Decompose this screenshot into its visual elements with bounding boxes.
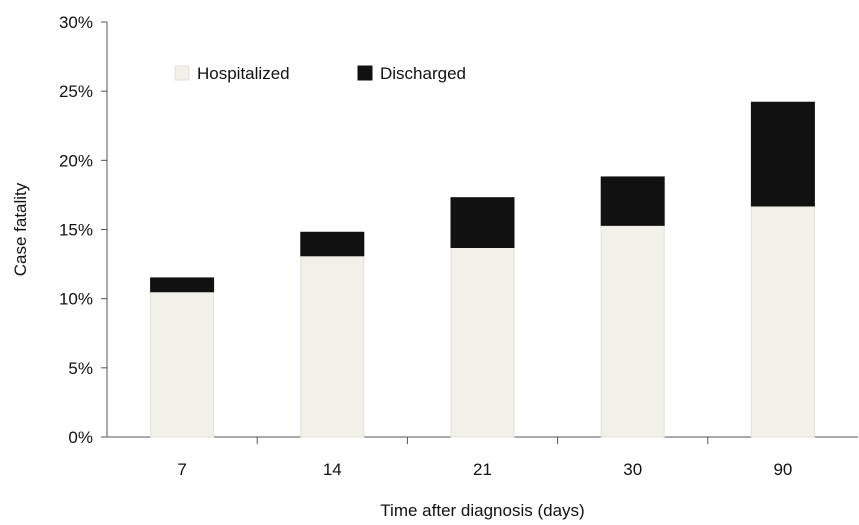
y-tick-label: 20% bbox=[59, 151, 93, 170]
bars bbox=[150, 101, 815, 438]
y-tick-label: 0% bbox=[68, 428, 93, 447]
x-axis-title: Time after diagnosis (days) bbox=[380, 501, 584, 520]
legend-swatch-discharged bbox=[357, 65, 373, 81]
bar-discharged-14 bbox=[300, 231, 365, 257]
x-axis: 7 14 21 30 90 bbox=[107, 436, 858, 479]
bar-discharged-7 bbox=[150, 277, 215, 293]
bar-hospitalized-21 bbox=[450, 246, 515, 438]
x-tick-label: 90 bbox=[773, 460, 792, 479]
y-tick-label: 5% bbox=[68, 359, 93, 378]
x-tick-label: 7 bbox=[177, 460, 186, 479]
bar-discharged-90 bbox=[750, 101, 815, 207]
bar-hospitalized-30 bbox=[600, 224, 665, 438]
y-tick-label: 10% bbox=[59, 290, 93, 309]
legend-swatch-hospitalized bbox=[174, 65, 190, 81]
bar-hospitalized-14 bbox=[300, 255, 365, 438]
y-axis-title: Case fatality bbox=[11, 182, 30, 276]
bar-discharged-21 bbox=[450, 197, 515, 248]
legend: Hospitalized Discharged bbox=[174, 64, 466, 83]
y-axis: 0% 5% 10% 15% 20% 25% 30% bbox=[59, 13, 108, 447]
y-tick-label: 25% bbox=[59, 82, 93, 101]
y-tick-label: 15% bbox=[59, 221, 93, 240]
x-tick-label: 14 bbox=[323, 460, 342, 479]
bar-hospitalized-90 bbox=[750, 205, 815, 438]
y-tick-label: 30% bbox=[59, 13, 93, 32]
bar-discharged-30 bbox=[600, 176, 665, 226]
legend-label-discharged: Discharged bbox=[380, 64, 466, 83]
legend-label-hospitalized: Hospitalized bbox=[197, 64, 290, 83]
x-tick-label: 21 bbox=[473, 460, 492, 479]
bar-hospitalized-7 bbox=[150, 291, 215, 438]
x-tick-label: 30 bbox=[623, 460, 642, 479]
